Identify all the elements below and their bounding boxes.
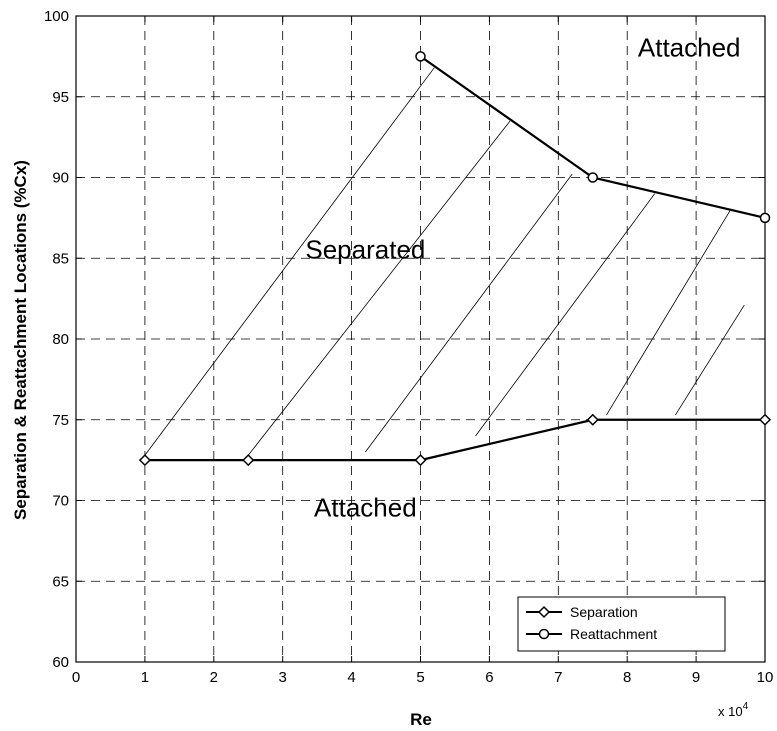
x-tick-label: 9 bbox=[692, 669, 700, 686]
x-tick-label: 10 bbox=[757, 669, 774, 686]
x-multiplier-exponent: 4 bbox=[743, 701, 749, 712]
region-label: Separated bbox=[305, 234, 425, 264]
reattachment-line bbox=[419, 55, 766, 219]
x-tick-label: 8 bbox=[623, 669, 631, 686]
legend-reattachment-label: Reattachment bbox=[570, 626, 657, 642]
separation-marker bbox=[758, 413, 772, 426]
y-tick-label: 80 bbox=[52, 331, 69, 348]
x-tick-label: 1 bbox=[141, 669, 149, 686]
x-tick-label: 3 bbox=[279, 669, 287, 686]
legend-separation-label: Separation bbox=[570, 604, 638, 620]
x-tick-label: 6 bbox=[485, 669, 493, 686]
hatch-line bbox=[144, 67, 435, 456]
x-axis-label: Re bbox=[410, 710, 432, 729]
hatch-lines bbox=[144, 67, 745, 456]
y-tick-label: 95 bbox=[52, 89, 69, 106]
x-tick-label: 0 bbox=[72, 669, 80, 686]
y-tick-label: 65 bbox=[52, 573, 69, 590]
grid bbox=[76, 16, 765, 662]
hatch-line bbox=[675, 304, 745, 416]
hatch-line bbox=[475, 193, 656, 437]
x-multiplier-base: x 10 bbox=[718, 704, 743, 719]
x-tick-label: 2 bbox=[210, 669, 218, 686]
y-tick-label: 60 bbox=[52, 654, 69, 671]
axis-ticks: 0 1 2 3 4 5 6 7 8 9 10 60 65 70 75 80 85 90 95 100 bbox=[44, 8, 773, 686]
separation-line bbox=[144, 418, 765, 462]
region-label: Attached bbox=[638, 32, 741, 62]
separation-marker bbox=[414, 454, 427, 467]
x-multiplier: x 104 bbox=[718, 701, 749, 719]
legend-reattachment-marker bbox=[538, 628, 550, 640]
legend: Separation Reattachment bbox=[517, 596, 726, 652]
legend-box bbox=[517, 596, 726, 652]
reattachment-marker bbox=[415, 51, 426, 62]
y-axis-label: Separation & Reattachment Locations (%Cx… bbox=[11, 160, 30, 520]
x-tick-label: 4 bbox=[347, 669, 355, 686]
hatch-line bbox=[365, 174, 573, 453]
separation-marker bbox=[138, 454, 151, 467]
reattachment-marker bbox=[759, 212, 771, 224]
hatch-line bbox=[247, 120, 511, 456]
region-label: Attached bbox=[314, 493, 417, 523]
y-tick-label: 100 bbox=[44, 8, 69, 25]
y-tick-label: 85 bbox=[52, 250, 69, 267]
reattachment-marker bbox=[587, 172, 598, 183]
hatch-line bbox=[606, 209, 731, 416]
x-tick-label: 7 bbox=[554, 669, 562, 686]
y-tick-label: 70 bbox=[52, 493, 69, 510]
legend-separation-marker bbox=[537, 605, 551, 619]
x-tick-label: 5 bbox=[416, 669, 424, 686]
y-tick-label: 90 bbox=[52, 170, 69, 187]
region-annotations: Attached Separated Attached bbox=[305, 32, 740, 522]
separation-marker bbox=[586, 413, 599, 426]
series-markers bbox=[138, 51, 772, 467]
separation-marker bbox=[242, 454, 255, 467]
y-tick-label: 75 bbox=[52, 412, 69, 429]
